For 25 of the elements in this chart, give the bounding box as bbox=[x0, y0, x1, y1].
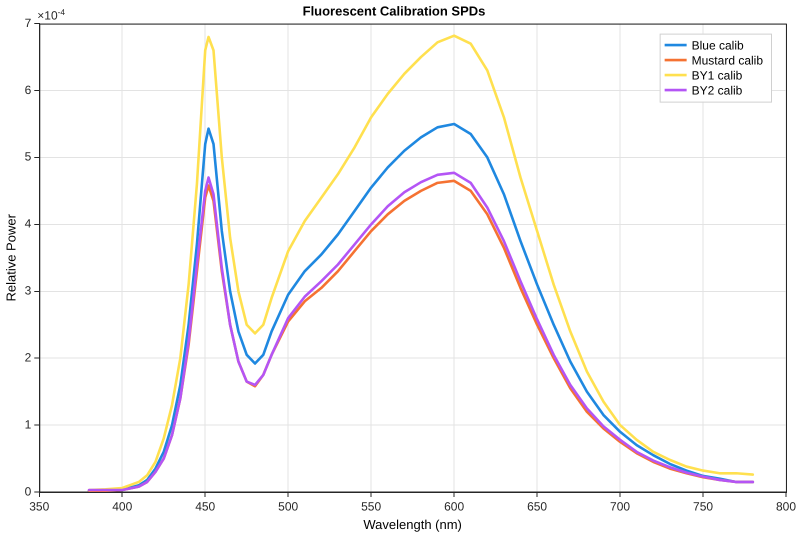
x-tick-label: 750 bbox=[693, 500, 714, 514]
x-axis-title: Wavelength (nm) bbox=[363, 516, 462, 532]
y-tick-label: 2 bbox=[24, 350, 32, 364]
legend-label: BY1 calib bbox=[692, 68, 743, 82]
y-tick-label: 7 bbox=[24, 16, 32, 30]
x-tick-label: 500 bbox=[278, 500, 299, 514]
x-tick-label: 350 bbox=[29, 500, 50, 514]
chart-title: Fluorescent Calibration SPDs bbox=[302, 3, 486, 18]
x-tick-label: 450 bbox=[195, 500, 216, 514]
y-tick-label: 6 bbox=[24, 82, 32, 97]
x-tick-label: 400 bbox=[112, 500, 133, 514]
y-axis-title: Relative Power bbox=[3, 213, 18, 302]
y-tick-label: 5 bbox=[24, 150, 32, 164]
legend-label: Mustard calib bbox=[692, 53, 764, 68]
legend-label: Blue calib bbox=[692, 38, 744, 52]
x-tick-label: 700 bbox=[610, 500, 630, 514]
y-tick-label: 4 bbox=[24, 216, 32, 231]
y-tick-label: 0 bbox=[24, 484, 32, 498]
x-tick-label: 800 bbox=[776, 500, 796, 514]
y-tick-label: 1 bbox=[24, 417, 32, 432]
legend-label: BY2 calib bbox=[692, 83, 743, 98]
x-tick-label: 600 bbox=[444, 500, 464, 514]
x-tick-label: 650 bbox=[527, 500, 548, 514]
x-tick-label: 550 bbox=[361, 500, 382, 514]
y-tick-label: 3 bbox=[24, 284, 32, 298]
